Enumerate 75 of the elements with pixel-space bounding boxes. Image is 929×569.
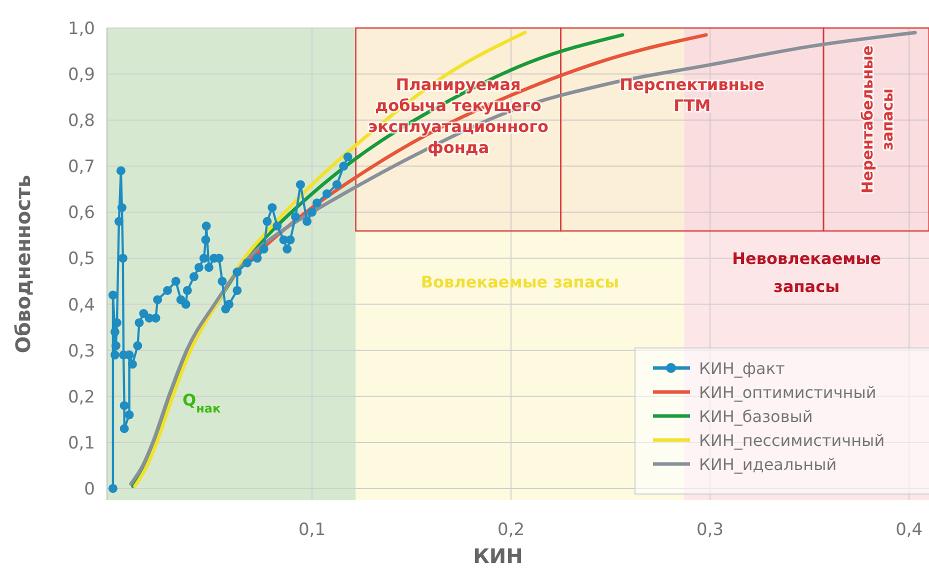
point — [242, 258, 252, 268]
point — [308, 208, 316, 217]
y-tick-label: 0,2 — [68, 387, 95, 408]
y-tick-label: 1,0 — [68, 19, 95, 39]
point — [153, 295, 162, 304]
line-series — [129, 30, 917, 486]
point — [218, 276, 227, 286]
band-label: Q$_{нак}$ — [182, 390, 221, 416]
band-label: Невовлекаемые запасы — [732, 249, 882, 296]
point — [232, 286, 242, 295]
point — [120, 424, 129, 434]
point — [282, 244, 292, 254]
y-tick-label: 0 — [84, 479, 95, 500]
point — [163, 286, 172, 295]
legend-label: КИН_идеальный — [699, 455, 837, 474]
y-tick-label: 0,5 — [68, 249, 95, 270]
legend-label: КИН_оптимистичный — [699, 383, 876, 402]
point — [312, 198, 322, 208]
point — [286, 235, 295, 244]
legend-label: КИН_факт — [699, 359, 785, 378]
point — [108, 484, 118, 493]
x-tick-label: 0,2 — [498, 520, 525, 540]
point — [116, 166, 126, 176]
x-tick-label: 0,4 — [896, 520, 923, 540]
point — [232, 268, 242, 277]
point — [204, 262, 214, 272]
point — [134, 318, 144, 328]
point — [118, 254, 128, 263]
point — [110, 350, 120, 360]
y-tick-label: 0,4 — [68, 295, 95, 316]
y-tick-label: 0,9 — [68, 65, 95, 86]
y-tick-label: 0,1 — [68, 433, 95, 454]
point — [111, 341, 120, 350]
point — [290, 212, 300, 222]
point — [171, 276, 180, 286]
point — [302, 216, 312, 226]
point — [296, 180, 305, 190]
point — [189, 272, 198, 282]
point — [133, 341, 142, 350]
point — [108, 290, 118, 300]
point — [110, 327, 120, 336]
legend-label: КИН_базовый — [699, 407, 813, 426]
point — [252, 254, 262, 263]
y-tick-label: 0,3 — [68, 341, 95, 362]
y-tick-label: 0,7 — [68, 157, 95, 178]
point — [114, 216, 124, 226]
point — [224, 300, 234, 309]
y-axis-title: Обводненность — [11, 174, 35, 354]
point — [202, 222, 211, 231]
point — [259, 244, 268, 254]
point — [128, 360, 137, 369]
point — [199, 254, 208, 263]
legend-label: КИН_пессимистичный — [699, 431, 885, 450]
point — [120, 401, 129, 410]
point — [322, 189, 332, 198]
point — [182, 286, 192, 295]
point — [194, 262, 204, 272]
band-label: Нерентабельные запасы — [858, 45, 896, 194]
point — [201, 235, 210, 244]
point — [124, 410, 134, 420]
point — [332, 180, 342, 190]
y-tick-label: 0,8 — [68, 111, 95, 132]
point — [117, 203, 126, 212]
point — [272, 222, 282, 231]
point — [181, 300, 190, 309]
band-label: Перспективные ГТМ — [620, 75, 765, 115]
point — [262, 216, 272, 226]
x-tick-label: 0,3 — [696, 520, 724, 540]
point — [343, 152, 352, 162]
x-axis-title: КИН — [473, 544, 523, 568]
point — [268, 203, 277, 212]
x-tick-label: 0,1 — [298, 520, 326, 540]
y-tick-label: 0,6 — [68, 203, 95, 224]
band-label: Вовлекаемые запасы — [420, 272, 620, 292]
point — [339, 162, 348, 171]
